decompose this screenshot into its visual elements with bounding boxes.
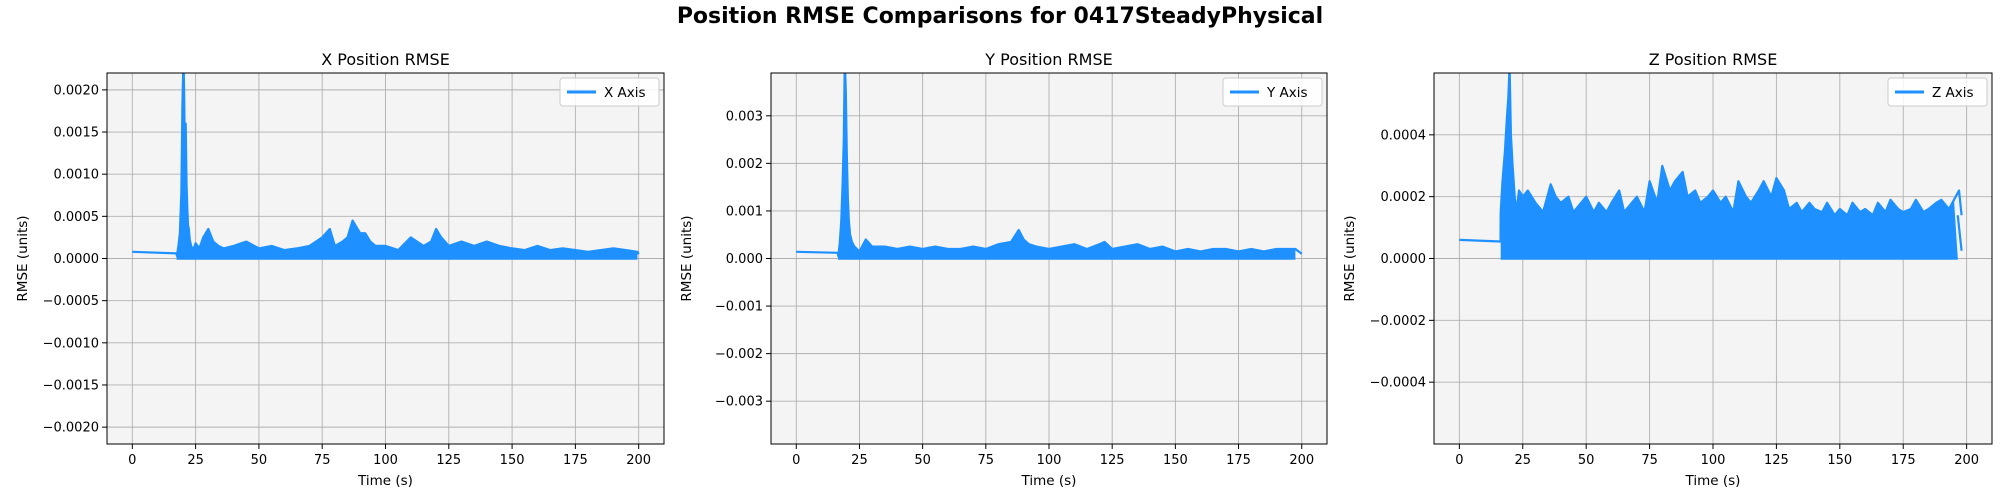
- y-tick-label: 0.003: [726, 109, 763, 124]
- y-tick-label: 0.0005: [54, 210, 100, 225]
- series-line: [796, 73, 1303, 258]
- x-tick-label: 125: [1764, 453, 1789, 468]
- series-group: [796, 73, 1303, 260]
- x-tick-label: 200: [626, 453, 651, 468]
- y-axis-label: RMSE (units): [15, 215, 31, 301]
- x-tick-label: 50: [1578, 453, 1595, 468]
- legend-label: X Axis: [604, 85, 646, 101]
- y-axis-label: RMSE (units): [679, 215, 695, 301]
- x-tick-label: 25: [851, 453, 868, 468]
- chart-title: X Position RMSE: [321, 50, 450, 69]
- x-tick-label: 100: [1701, 453, 1726, 468]
- y-tick-label: 0.0015: [54, 126, 100, 141]
- series-group: [132, 73, 640, 260]
- y-tick-label: −0.002: [715, 347, 763, 362]
- x-tick-label: 200: [1954, 453, 1979, 468]
- y-tick-label: 0.0010: [54, 168, 100, 183]
- legend-box: [559, 77, 660, 107]
- x-tick-label: 50: [251, 453, 268, 468]
- legend-box: [1222, 77, 1323, 107]
- chart-title: Y Position RMSE: [984, 50, 1112, 69]
- series-line: [132, 73, 640, 258]
- y-tick-label: 0.0020: [54, 83, 100, 98]
- x-tick-label: 0: [1455, 453, 1463, 468]
- y-tick-label: 0.002: [726, 157, 763, 172]
- chart-title: Z Position RMSE: [1649, 50, 1778, 69]
- x-axis-label: Time (s): [357, 473, 413, 489]
- x-tick-label: 25: [1514, 453, 1531, 468]
- y-tick-label: −0.003: [715, 395, 763, 410]
- y-tick-label: −0.0004: [1370, 376, 1426, 391]
- y-tick-label: 0.001: [726, 204, 763, 219]
- x-tick-label: 150: [500, 453, 525, 468]
- y-tick-label: −0.0002: [1370, 314, 1426, 329]
- x-tick-label: 150: [1163, 453, 1188, 468]
- legend-label: Y Axis: [1266, 85, 1308, 101]
- series-line: [1459, 73, 1963, 243]
- y-tick-label: −0.0005: [43, 294, 99, 309]
- y-tick-label: −0.0010: [43, 336, 99, 351]
- legend-box: [1887, 77, 1988, 107]
- x-tick-label: 75: [1641, 453, 1658, 468]
- x-tick-label: 100: [1037, 453, 1062, 468]
- figure-title: Position RMSE Comparisons for 0417Steady…: [676, 4, 1324, 29]
- x-tick-label: 0: [128, 453, 136, 468]
- x-tick-label: 50: [914, 453, 931, 468]
- x-tick-label: 0: [792, 453, 800, 468]
- y-tick-label: −0.0020: [43, 421, 99, 436]
- x-tick-label: 200: [1289, 453, 1314, 468]
- y-tick-label: −0.001: [715, 300, 763, 315]
- y-axis-label: RMSE (units): [1342, 215, 1358, 301]
- legend-label: Z Axis: [1932, 85, 1974, 101]
- y-tick-label: 0.0004: [1381, 128, 1427, 143]
- x-tick-label: 100: [373, 453, 398, 468]
- x-tick-label: 75: [978, 453, 995, 468]
- y-tick-label: 0.000: [726, 252, 763, 267]
- series-tail: [1956, 215, 1963, 251]
- x-tick-label: 175: [1226, 453, 1251, 468]
- x-tick-label: 125: [1100, 453, 1125, 468]
- x-tick-label: 125: [436, 453, 461, 468]
- y-tick-label: −0.0015: [43, 378, 99, 393]
- x-tick-label: 25: [187, 453, 204, 468]
- x-axis-label: Time (s): [1685, 473, 1741, 489]
- y-tick-label: 0.0000: [54, 252, 100, 267]
- y-tick-label: 0.0000: [1381, 252, 1427, 267]
- y-tick-label: 0.0002: [1381, 190, 1427, 205]
- x-axis-label: Time (s): [1021, 473, 1077, 489]
- x-tick-label: 75: [314, 453, 331, 468]
- x-tick-label: 175: [1891, 453, 1916, 468]
- x-tick-label: 175: [563, 453, 588, 468]
- series-group: [1459, 73, 1963, 260]
- x-tick-label: 150: [1827, 453, 1852, 468]
